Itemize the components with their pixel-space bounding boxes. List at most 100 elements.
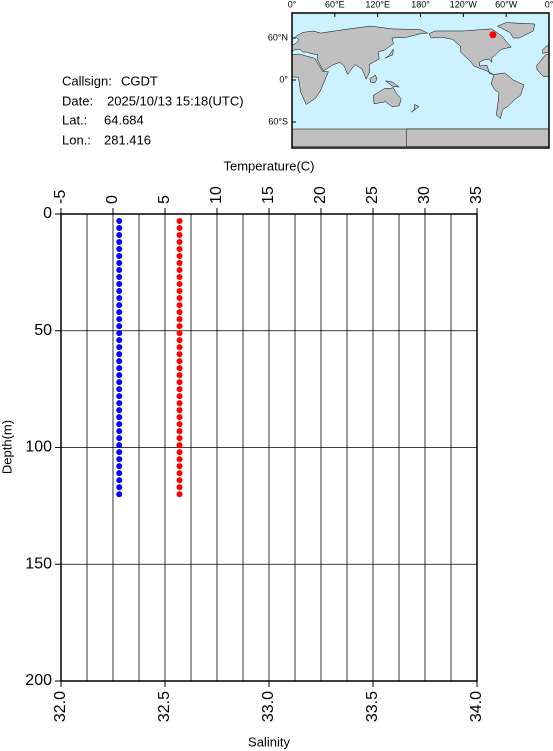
profile-point — [176, 358, 183, 365]
profile-point — [176, 344, 183, 351]
x-tick-label: 5 — [156, 195, 173, 204]
landmass — [292, 25, 429, 80]
y-tick-label: 0 — [43, 205, 52, 222]
profile-point — [176, 225, 183, 232]
x-tick-label: 35 — [468, 186, 485, 204]
profile-point — [116, 379, 123, 386]
profile-point — [176, 372, 183, 379]
x-tick-label: -5 — [52, 190, 69, 204]
map-lon-label: 180° — [411, 0, 430, 9]
landmass — [411, 104, 420, 113]
profile-point — [176, 330, 183, 337]
x-axis-title: Temperature(C) — [223, 158, 314, 173]
profile-point — [116, 309, 123, 316]
profile-point — [116, 449, 123, 456]
lat: 64.684 — [104, 112, 144, 127]
profile-point — [116, 470, 123, 477]
profile-point — [176, 442, 183, 449]
profile-point — [176, 491, 183, 498]
landmass — [292, 53, 329, 105]
profile-point — [116, 246, 123, 253]
profile-point — [116, 386, 123, 393]
profile-point — [176, 400, 183, 407]
map-land — [172, 22, 549, 147]
profile-point — [176, 449, 183, 456]
profile-point — [116, 428, 123, 435]
landmass — [536, 54, 549, 78]
profile-point — [116, 302, 123, 309]
landmass — [497, 22, 536, 39]
profile-point — [176, 302, 183, 309]
y-tick-label: 150 — [25, 555, 52, 572]
date: 2025/10/13 15:18(UTC) — [107, 93, 244, 108]
y-tick-label: 200 — [25, 672, 52, 689]
profile-point — [176, 267, 183, 274]
map-lon-label: 0° — [545, 0, 553, 9]
profile-point — [176, 288, 183, 295]
profile-point — [176, 407, 183, 414]
x-tick-label: 10 — [208, 186, 225, 204]
profile-point — [176, 316, 183, 323]
x2-tick-label: 32.0 — [52, 691, 69, 722]
profile-point — [116, 260, 123, 267]
profile-point — [176, 351, 183, 358]
profile-point — [116, 295, 123, 302]
profile-point — [116, 435, 123, 442]
lat-label: Lat.: — [62, 112, 87, 127]
map-lon-label: 60°E — [325, 0, 345, 9]
profile-point — [176, 337, 183, 344]
profile-point — [176, 239, 183, 246]
map-lon-label: 120°E — [365, 0, 390, 9]
profile-point — [176, 386, 183, 393]
profile-point — [116, 337, 123, 344]
y-tick-label: 50 — [34, 322, 52, 339]
profile-point — [176, 246, 183, 253]
profile-point — [176, 435, 183, 442]
profile-point — [116, 456, 123, 463]
profile-point — [176, 484, 183, 491]
profile-point — [176, 323, 183, 330]
callsign: CGDT — [121, 73, 158, 88]
profile-point — [116, 225, 123, 232]
profile-point — [116, 407, 123, 414]
map-lon-label: 0° — [288, 0, 297, 9]
landmass — [172, 29, 254, 75]
callsign-label: Callsign: — [62, 73, 112, 88]
profile-point — [116, 358, 123, 365]
profile-point — [116, 274, 123, 281]
x-tick-label: 15 — [260, 186, 277, 204]
profile-point — [116, 218, 123, 225]
profile-point — [116, 484, 123, 491]
map-lat-label: 0° — [279, 74, 288, 84]
x2-axis-title: Salinity — [248, 734, 290, 749]
x-tick-label: 0 — [104, 195, 121, 204]
profile-point — [116, 288, 123, 295]
landmass — [369, 74, 378, 84]
station-marker — [489, 31, 497, 39]
profile-point — [116, 372, 123, 379]
plot-frame — [60, 213, 478, 682]
profile-point — [176, 414, 183, 421]
landmass — [385, 80, 400, 88]
lon-label: Lon.: — [62, 132, 91, 147]
profile-point — [176, 393, 183, 400]
profile-point — [116, 330, 123, 337]
map-lat-label: 60°N — [268, 32, 288, 42]
profile-point — [176, 281, 183, 288]
landmass — [542, 44, 549, 54]
profile-point — [116, 344, 123, 351]
x2-tick-label: 33.0 — [260, 691, 277, 722]
profile-point — [116, 253, 123, 260]
profile-point — [176, 477, 183, 484]
landmass — [373, 87, 402, 107]
landmass — [384, 49, 394, 59]
profile-point — [116, 267, 123, 274]
profile-point — [116, 323, 123, 330]
y-axis-title: Depth(m) — [0, 420, 14, 474]
profile-point — [116, 316, 123, 323]
profile-point — [176, 456, 183, 463]
profile-point — [116, 239, 123, 246]
date-label: Date: — [62, 93, 93, 108]
profile-point — [176, 253, 183, 260]
